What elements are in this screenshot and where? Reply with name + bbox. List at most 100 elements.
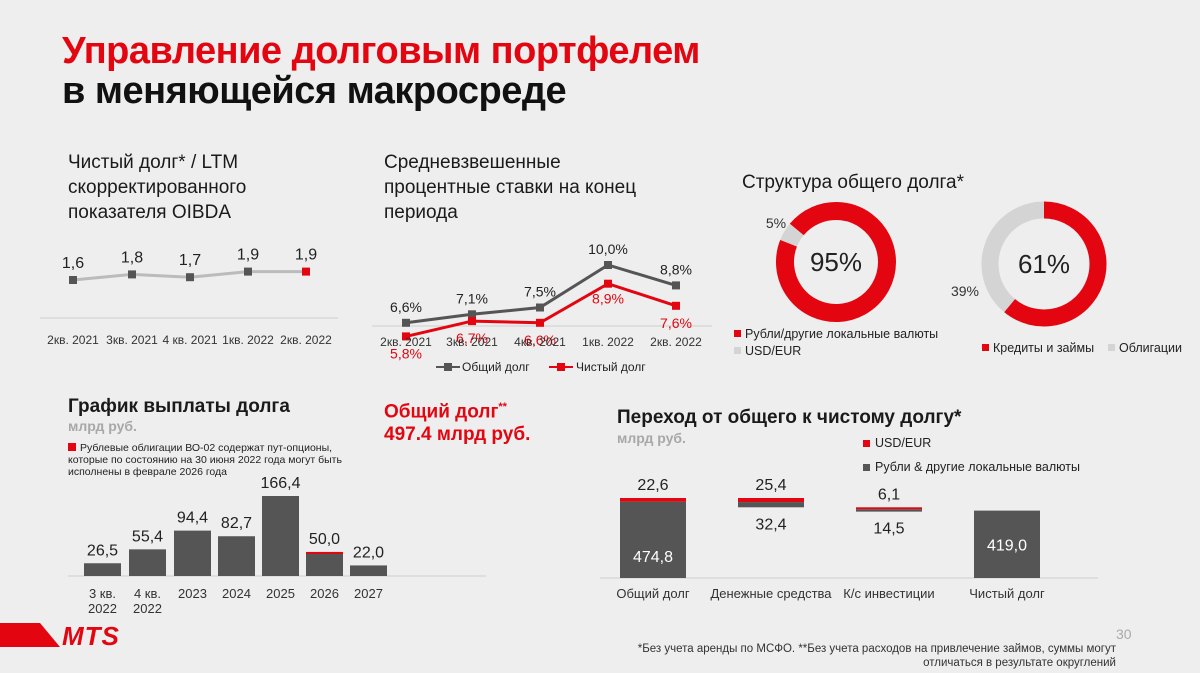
svg-text:MTS: MTS	[62, 621, 120, 650]
chart1-tick-label: 1кв. 2022	[222, 333, 274, 347]
chart2-legend-label-net: Чистый долг	[576, 360, 646, 374]
chart4-tick-label: 2025	[266, 586, 295, 601]
page-number: 30	[1116, 626, 1132, 642]
donut1-slice-minor	[780, 223, 804, 247]
chart2-point	[672, 281, 680, 290]
chart1-value-label: 1,6	[62, 255, 84, 272]
chart5-bar-rub	[620, 501, 686, 578]
total-debt-callout: Общий долг** 497.4 млрд руб.	[384, 401, 531, 446]
legend-rub: Рубли & другие локальные валюты	[863, 460, 1080, 474]
chart2-legend-label-gross: Общий долг	[462, 360, 530, 374]
note-legend-swatch	[68, 443, 76, 451]
chart5-tick-label: Денежные средства	[710, 586, 832, 601]
chart2-tick-label: 1кв. 2022	[582, 335, 634, 349]
chart4-title: График выплаты долга	[68, 396, 290, 417]
chart1-point	[186, 273, 194, 282]
chart5-bar-usd	[856, 507, 922, 510]
chart4-tick-label: 2024	[222, 586, 251, 601]
chart1-tick-label: 2кв. 2022	[280, 333, 332, 347]
chart1-value-label: 1,9	[237, 247, 259, 264]
chart4-note: Рублевые облигации ВО-02 содержат пут-оп…	[68, 442, 342, 478]
chart4-tick-label: 2022	[88, 601, 117, 616]
chart5-gross-to-net-bridge: 22,6 474,8 25,4 32,4 6,1 14,5 419,0 Общий долг Д…	[600, 477, 1098, 601]
chart5-legend: USD/EUR Рубли & другие локальные валюты	[863, 436, 1080, 474]
chart4-value-label: 22,0	[353, 544, 384, 561]
chart2-value-label: 6,7%	[456, 330, 488, 346]
chart4-tick-label: 2026	[310, 586, 339, 601]
donut1-legend-swatch-minor	[734, 347, 741, 354]
donut1-legend-label-major: Рубли/другие локальные валюты	[745, 327, 938, 341]
chart2-value-label: 10,0%	[588, 241, 628, 257]
chart2-point	[604, 279, 612, 288]
legend-swatch-red	[863, 439, 870, 447]
chart4-bar	[129, 549, 166, 576]
chart5-bar-net	[974, 510, 1040, 578]
chart2-point	[604, 261, 612, 269]
chart5-title: Переход от общего к чистому долгу*	[617, 407, 962, 428]
chart5-tick-label: К/с инвестиции	[843, 586, 934, 601]
chart2-tick-label: 4кв. 2021	[514, 335, 566, 349]
mts-logo: MTS	[0, 620, 160, 655]
chart2-point	[672, 301, 680, 310]
chart4-bar	[262, 496, 299, 576]
chart5-bar-usd	[738, 498, 804, 503]
chart4-bar	[174, 530, 211, 576]
chart2-value-label: 7,1%	[456, 290, 488, 306]
donut2-legend-swatch-major	[982, 344, 989, 351]
donut2-legend-swatch-minor	[1108, 344, 1115, 351]
chart5-value-label-rub: 32,4	[755, 516, 786, 533]
legend-swatch-dark	[863, 463, 870, 471]
chart5-value-label-rub: 474,8	[633, 549, 673, 566]
legend-usd-eur: USD/EUR	[863, 436, 1080, 450]
chart5-unit: млрд руб.	[617, 430, 686, 446]
chart2-point	[536, 303, 544, 312]
donut1-minor-label: 5%	[766, 215, 786, 231]
chart2-value-label: 6,6%	[390, 299, 422, 315]
chart4-bar-put-option	[306, 551, 343, 554]
chart2-point	[402, 318, 410, 327]
chart2-value-label: 8,8%	[660, 261, 692, 277]
chart2-value-label: 8,9%	[592, 291, 624, 307]
chart5-tick-label: Чистый долг	[969, 586, 1045, 601]
chart1-point	[302, 267, 310, 276]
chart5-bar-rub	[856, 509, 922, 512]
chart2-tick-label: 2кв. 2021	[380, 335, 432, 349]
chart4-tick-label: 2022	[133, 601, 162, 616]
chart5-bar-usd	[620, 498, 686, 502]
chart2-point	[536, 318, 544, 327]
chart1-point	[69, 276, 77, 284]
chart3-title: Структура общего долга*	[742, 172, 965, 193]
donut1-slice-major	[776, 202, 896, 322]
chart2-value-label: 7,6%	[660, 315, 692, 331]
chart2-legend-marker-gross	[444, 363, 452, 371]
chart4-tick-label: 4 кв.	[134, 586, 161, 601]
chart4-bar	[84, 563, 121, 576]
chart5-value-label-rub: 14,5	[873, 521, 904, 538]
chart1-tick-label: 4 кв. 2021	[163, 333, 218, 347]
donut1-legend-swatch-major	[734, 330, 741, 337]
chart4-tick-label: 2023	[178, 586, 207, 601]
chart5-tick-label: Общий долг	[616, 586, 690, 601]
chart5-value-label-net: 419,0	[987, 537, 1027, 554]
chart4-bar	[218, 536, 255, 576]
chart5-bar-rub	[738, 502, 804, 508]
page-title-line2: в меняющейся макросреде	[62, 70, 567, 112]
chart4-value-label: 50,0	[309, 531, 340, 548]
chart2-value-label: 5,8%	[390, 345, 422, 361]
chart4-value-label: 82,7	[221, 515, 252, 532]
chart2-point	[468, 317, 476, 326]
chart1-value-label: 1,9	[295, 247, 317, 264]
chart2-tick-label: 3кв. 2021	[446, 335, 498, 349]
chart1-tick-label: 2кв. 2021	[47, 333, 99, 347]
chart2-point	[468, 310, 476, 319]
chart5-value-label-usd: 22,6	[637, 477, 668, 494]
chart1-value-label: 1,8	[121, 249, 143, 266]
chart4-unit: млрд руб.	[68, 418, 137, 434]
chart2-point	[402, 332, 410, 341]
chart2-value-label: 7,5%	[524, 284, 556, 300]
chart2-title: Средневзвешенные процентные ставки на ко…	[384, 152, 637, 223]
page-title-line1: Управление долговым портфелем	[62, 30, 700, 72]
chart4-tick-label: 2027	[354, 586, 383, 601]
chart5-value-label-usd: 6,1	[878, 486, 900, 503]
